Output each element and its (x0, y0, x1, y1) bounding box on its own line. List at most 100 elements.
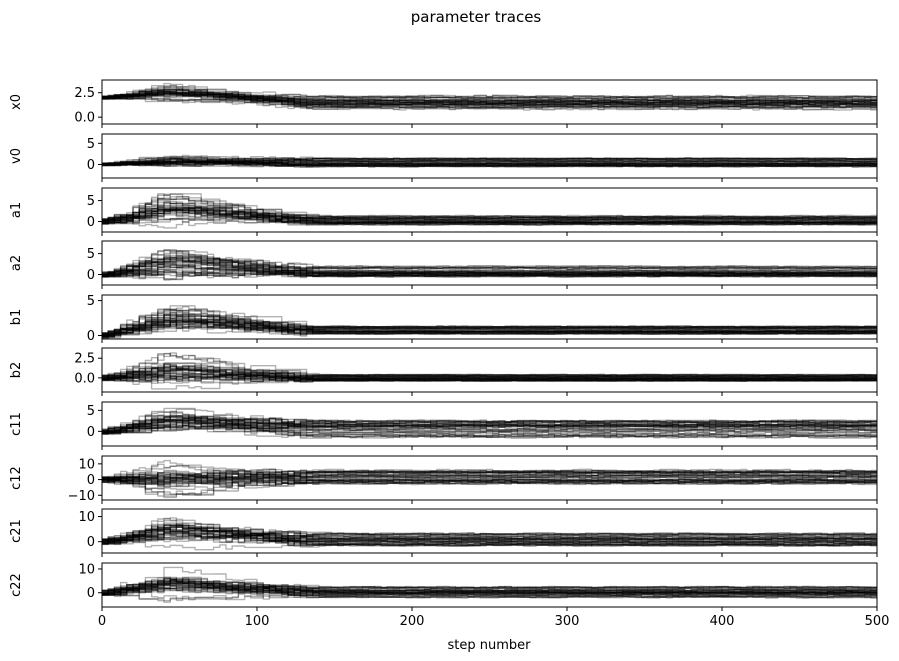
y-axis-label: v0 (9, 148, 24, 164)
walker-line (102, 417, 877, 432)
walker-line (102, 314, 877, 339)
walker-line (102, 199, 877, 226)
walker-line (102, 474, 877, 495)
walker-line (102, 524, 877, 543)
walker-line (102, 208, 877, 225)
y-tick-label: 5 (87, 137, 95, 152)
walker-line (102, 156, 877, 165)
walker-line (102, 578, 877, 596)
x-tick-label: 0 (98, 614, 106, 629)
walker-line (102, 323, 877, 335)
y-tick-label: 0 (87, 425, 95, 440)
walker-line (102, 216, 877, 224)
axes-frame (101, 294, 878, 340)
walker-line (102, 374, 877, 381)
walker-line (102, 90, 877, 106)
walker-line (102, 92, 877, 105)
walker-line (102, 207, 877, 223)
walker-line (102, 524, 877, 543)
axes-frame (101, 347, 878, 393)
walker-line (102, 528, 877, 543)
walker-line (102, 308, 877, 335)
walker-line (102, 320, 877, 338)
walker-line (102, 258, 877, 278)
walker-line (102, 472, 877, 485)
walker-line (102, 266, 877, 274)
walker-line (102, 582, 877, 597)
walker-line (102, 526, 877, 544)
walker-line (102, 528, 877, 545)
walker-line (102, 312, 877, 337)
walker-line (102, 369, 877, 383)
walker-line (102, 319, 877, 337)
walker-line (102, 314, 877, 335)
walker-line (102, 526, 877, 545)
walker-line (102, 160, 877, 167)
walker-line (102, 322, 877, 335)
walker-line (102, 160, 877, 167)
walker-line (102, 208, 877, 222)
walker-line (102, 578, 877, 594)
walker-line (102, 526, 877, 547)
walker-line (102, 535, 877, 548)
walker-line (102, 465, 877, 480)
walker-line (102, 478, 877, 499)
walker-line (102, 162, 877, 168)
walker-line (102, 534, 877, 546)
walker-line (102, 193, 877, 223)
walker-line (102, 260, 877, 277)
walker-traces (102, 566, 877, 603)
walker-line (102, 419, 877, 435)
walker-line (102, 161, 877, 168)
walker-line (102, 475, 877, 484)
walker-line (102, 416, 877, 432)
walker-line (102, 422, 877, 434)
walker-line (102, 205, 877, 224)
walker-line (102, 320, 877, 339)
walker-line (102, 89, 877, 104)
walker-line (102, 257, 877, 277)
walker-line (102, 159, 877, 166)
walker-line (102, 577, 877, 596)
walker-line (102, 468, 877, 480)
walker-line (102, 270, 877, 277)
walker-line (102, 366, 877, 380)
walker-line (102, 524, 877, 545)
walker-line (102, 259, 877, 276)
walker-line (102, 89, 877, 102)
walker-line (102, 158, 877, 166)
walker-line (102, 97, 877, 104)
walker-line (102, 91, 877, 100)
walker-line (102, 87, 877, 110)
walker-line (102, 92, 877, 104)
x-tick-label: 100 (245, 614, 270, 629)
walker-line (102, 314, 877, 336)
walker-line (102, 585, 877, 603)
walker-line (102, 92, 877, 106)
y-tick-label: 5 (87, 247, 95, 262)
walker-line (102, 207, 877, 224)
walker-line (102, 208, 877, 221)
walker-line (102, 365, 877, 383)
walker-line (102, 269, 877, 276)
walker-line (102, 157, 877, 166)
walker-line (102, 414, 877, 437)
walker-line (102, 587, 877, 597)
walker-line (102, 369, 877, 381)
walker-line (102, 585, 877, 595)
walker-line (102, 416, 877, 434)
walker-line (102, 540, 877, 551)
walker-line (102, 472, 877, 480)
walker-line (102, 158, 877, 166)
walker-line (102, 468, 877, 480)
walker-line (102, 158, 877, 166)
walker-line (102, 417, 877, 434)
walker-line (102, 566, 877, 595)
walker-line (102, 210, 877, 225)
walker-line (102, 476, 877, 486)
walker-line (102, 271, 877, 277)
y-tick-label: 2.5 (74, 86, 95, 101)
panel-v0: 0 5 v0 (9, 133, 878, 182)
y-tick-label: 0 (87, 215, 95, 230)
walker-line (102, 159, 877, 166)
